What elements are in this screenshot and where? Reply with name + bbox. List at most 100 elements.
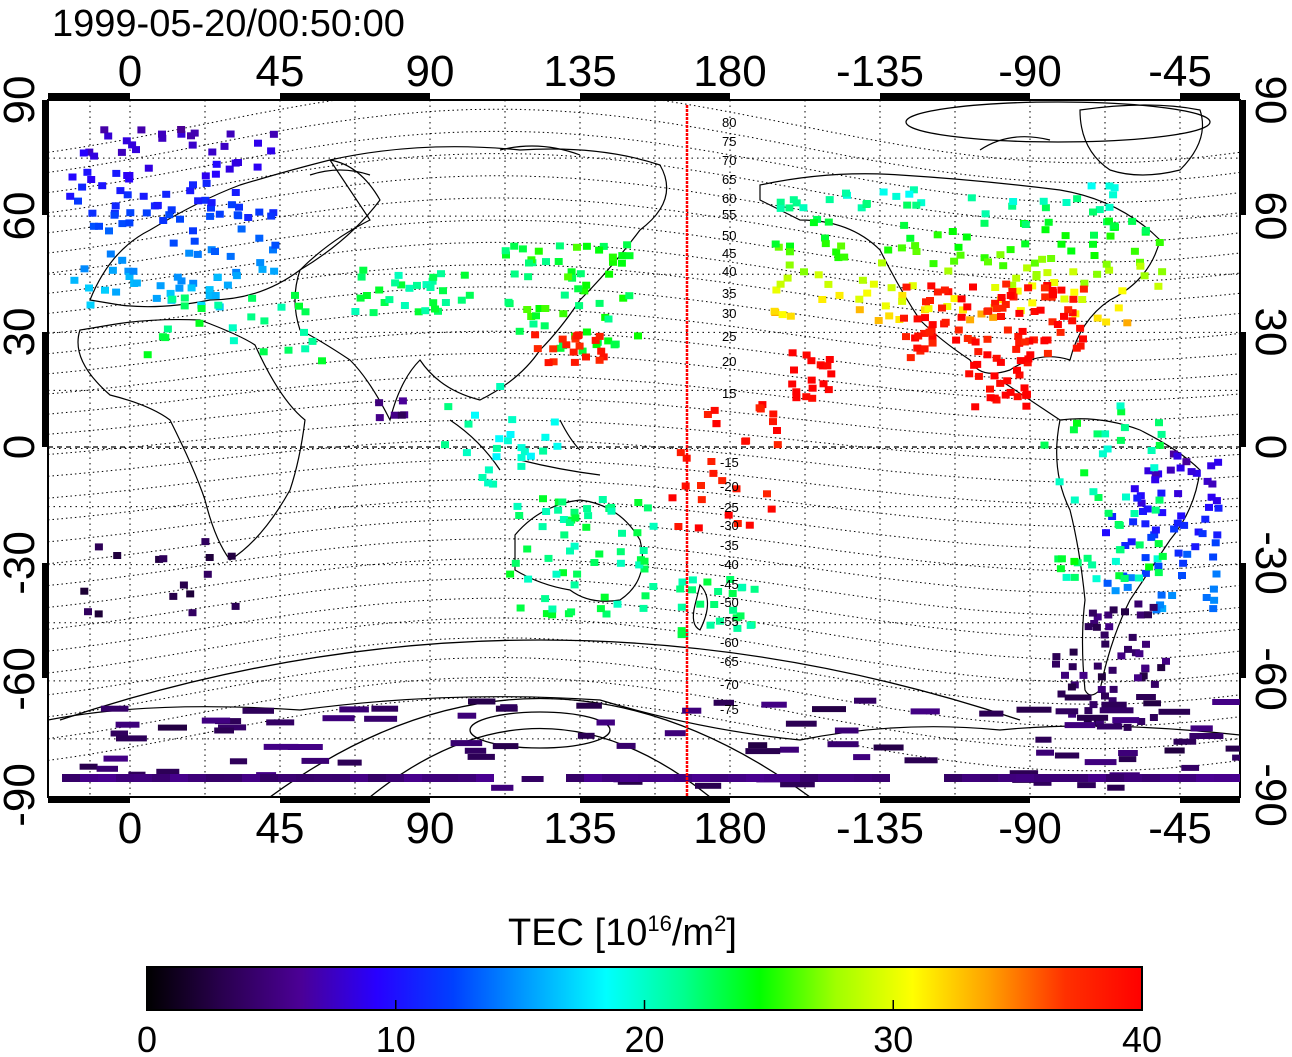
tec-cell — [1121, 542, 1130, 549]
tec-cell — [980, 254, 989, 262]
tec-cell — [1093, 270, 1102, 278]
tec-cell — [944, 267, 953, 275]
lon-tick-label-bottom: 135 — [543, 804, 616, 853]
tec-cell — [608, 253, 617, 261]
tec-cell — [1093, 314, 1102, 322]
tec-cell — [421, 307, 430, 315]
tec-cell — [1190, 725, 1213, 732]
tec-cell — [1141, 520, 1150, 528]
tec-cell — [956, 251, 965, 259]
tec-cell — [962, 233, 971, 241]
tec-cell — [966, 316, 975, 324]
tec-cell — [1016, 706, 1052, 713]
tec-cell — [577, 732, 595, 739]
tec-cell — [1026, 351, 1035, 359]
tec-cell — [656, 774, 674, 782]
lon-tick-label-top: -135 — [836, 47, 924, 96]
tec-cell — [533, 345, 542, 353]
tec-cell — [400, 302, 409, 309]
tec-cell — [738, 583, 747, 591]
tec-cell — [1147, 447, 1156, 454]
tec-region-patagonia — [1052, 600, 1170, 731]
tec-cell — [855, 295, 864, 303]
tec-cell — [776, 198, 785, 206]
tec-cell — [559, 569, 567, 577]
tec-cell — [604, 337, 613, 345]
tec-cell — [128, 141, 137, 149]
tec-cell — [792, 388, 801, 396]
tec-cell — [156, 282, 165, 290]
tec-cell — [270, 267, 279, 275]
tec-cell — [729, 606, 738, 614]
tec-cell — [1084, 759, 1117, 766]
tec-cell — [767, 505, 776, 513]
tec-region-india — [375, 397, 409, 422]
tec-cell — [992, 354, 1001, 362]
tec-cell — [516, 604, 525, 612]
tec-cell — [1093, 662, 1102, 670]
tec-cell — [1008, 281, 1017, 289]
tec-cell — [904, 757, 938, 764]
tec-cell — [908, 282, 917, 290]
tec-cell — [263, 743, 299, 750]
tec-cell — [600, 593, 609, 601]
tec-cell — [703, 411, 712, 418]
tec-cell — [1089, 208, 1097, 216]
tec-cell — [1060, 312, 1068, 320]
tec-cell — [260, 774, 278, 782]
tec-cell — [854, 697, 877, 704]
tec-cell — [999, 262, 1008, 270]
tec-cell — [180, 302, 189, 310]
tec-cell — [1143, 505, 1152, 513]
tec-cell — [188, 774, 206, 782]
tec-cell — [214, 301, 223, 309]
tec-cell — [1135, 541, 1144, 549]
lon-tick-label-top: -90 — [998, 47, 1062, 96]
tec-cell — [1202, 594, 1211, 601]
tec-cell — [223, 281, 232, 289]
tec-cell — [1088, 561, 1097, 569]
tec-cell — [105, 227, 113, 235]
tec-cell — [248, 294, 257, 302]
tec-cell — [266, 719, 295, 726]
tec-cell — [1191, 543, 1200, 551]
tec-cell — [471, 411, 479, 419]
tec-cell — [1112, 717, 1140, 724]
tec-cell — [755, 404, 764, 412]
tec-cell — [110, 211, 119, 219]
tec-cell — [736, 612, 745, 620]
tec-cell — [1070, 496, 1079, 504]
tec-cell — [878, 259, 886, 267]
tec-cell — [1001, 301, 1010, 308]
tec-cell — [202, 179, 211, 187]
tec-region-east-asia-japan — [501, 241, 642, 355]
tec-cell — [79, 763, 98, 770]
tec-cell — [74, 197, 82, 205]
tec-cell — [602, 610, 611, 618]
tec-cell — [163, 325, 172, 333]
tec-cell — [1212, 699, 1240, 705]
tec-cell — [1020, 338, 1029, 346]
tec-cell — [1001, 391, 1010, 399]
tec-cell — [544, 359, 553, 367]
tec-cell — [928, 321, 937, 329]
tec-cell — [506, 431, 515, 438]
tec-cell — [1098, 450, 1107, 458]
tec-cell — [197, 305, 206, 312]
lon-tick-label-top: 0 — [118, 47, 142, 96]
tec-cell — [231, 602, 240, 610]
tec-cell — [80, 587, 89, 595]
tec-cell — [125, 219, 134, 227]
tec-cell — [1154, 562, 1163, 570]
tec-cell — [110, 730, 128, 737]
tec-cell — [549, 345, 558, 353]
tec-cell — [1133, 494, 1142, 502]
magnetic-contour — [48, 219, 1240, 283]
tec-cell — [677, 627, 686, 635]
tec-cell — [1176, 464, 1185, 472]
tec-cell — [688, 576, 697, 584]
tec-cell — [703, 578, 712, 586]
tec-cell — [1114, 304, 1123, 312]
tec-cell — [1225, 745, 1240, 752]
tec-cell — [570, 542, 579, 550]
